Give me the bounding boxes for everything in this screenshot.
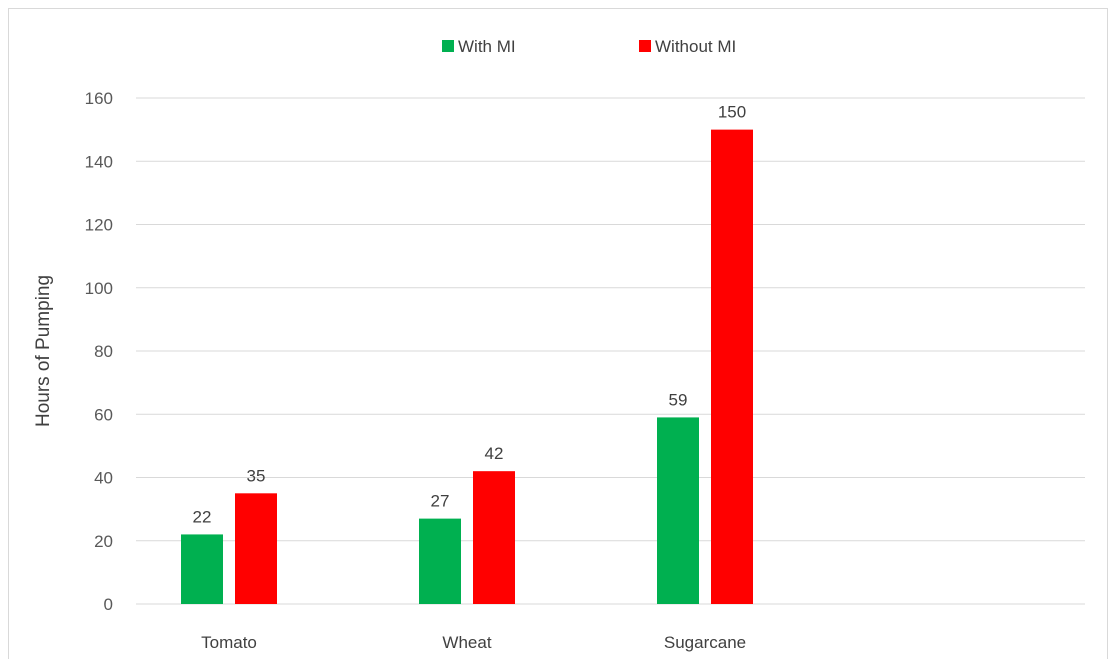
y-tick-label: 80 xyxy=(94,342,113,361)
bars xyxy=(181,129,753,604)
category-label: Wheat xyxy=(442,633,491,652)
y-tick-label: 20 xyxy=(94,532,113,551)
y-tick-label: 120 xyxy=(85,216,113,235)
x-axis-category-labels: Tomato Wheat Sugarcane xyxy=(201,633,746,652)
y-tick-label: 60 xyxy=(94,405,113,424)
data-label: 150 xyxy=(718,103,746,122)
bar-wheat-without-mi xyxy=(473,471,515,604)
y-tick-label: 140 xyxy=(85,152,113,171)
category-label: Tomato xyxy=(201,633,257,652)
data-label: 22 xyxy=(193,507,212,526)
legend-label: With MI xyxy=(458,37,516,56)
y-tick-label: 160 xyxy=(85,89,113,108)
data-label: 27 xyxy=(431,492,450,511)
data-labels: 22 35 27 42 59 150 xyxy=(193,103,747,527)
data-label: 59 xyxy=(669,390,688,409)
legend: With MI Without MI xyxy=(442,37,736,56)
y-tick-label: 0 xyxy=(104,595,113,614)
y-tick-label: 100 xyxy=(85,279,113,298)
data-label: 42 xyxy=(485,444,504,463)
bar-tomato-with-mi xyxy=(181,534,223,604)
y-axis-title: Hours of Pumping xyxy=(33,275,54,427)
gridlines xyxy=(136,97,1085,605)
legend-swatch xyxy=(639,40,651,52)
legend-label: Without MI xyxy=(655,37,736,56)
bar-sugarcane-with-mi xyxy=(657,417,699,604)
bar-sugarcane-without-mi xyxy=(711,129,753,604)
y-tick-label: 40 xyxy=(94,469,113,488)
data-label: 35 xyxy=(247,466,266,485)
bar-wheat-with-mi xyxy=(419,518,461,604)
y-axis-tick-labels: 0 20 40 60 80 100 120 140 160 xyxy=(85,89,113,614)
legend-swatch xyxy=(442,40,454,52)
bar-tomato-without-mi xyxy=(235,493,277,604)
category-label: Sugarcane xyxy=(664,633,746,652)
